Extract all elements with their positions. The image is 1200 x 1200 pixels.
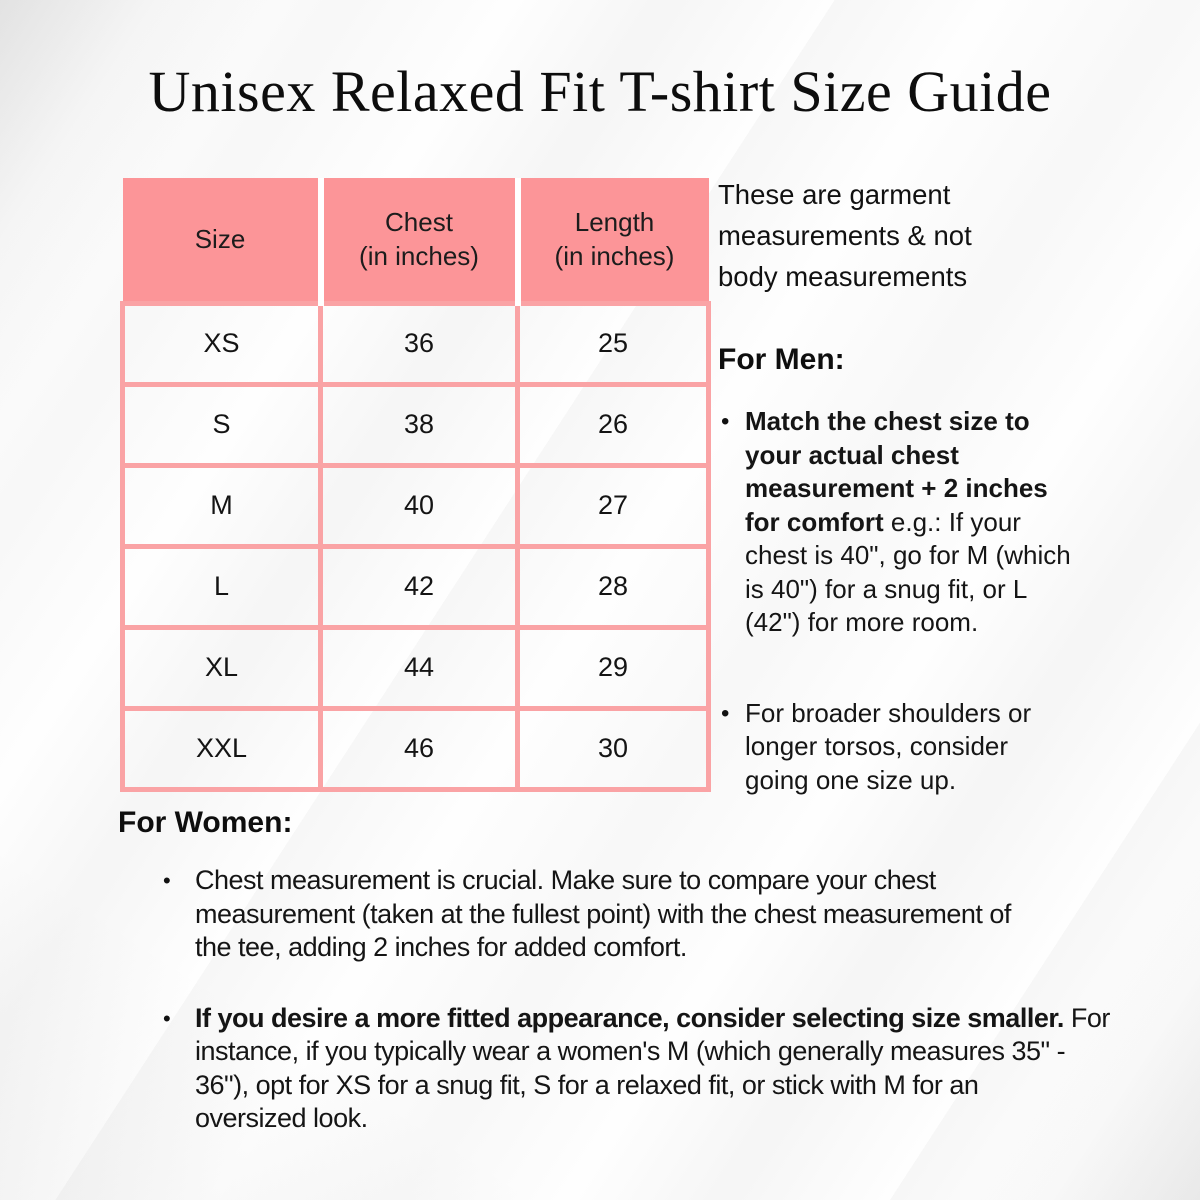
size-row-s: S 38 26 <box>120 381 711 468</box>
size-row-xxl: XXL 46 30 <box>120 705 711 792</box>
size-table: Size Chest (in inches) Length (in inches… <box>120 178 711 792</box>
women-section-heading: For Women: <box>118 806 293 839</box>
cell-chest: 44 <box>318 624 520 711</box>
column-header-size: Size <box>122 178 321 303</box>
cell-size: XL <box>120 624 323 711</box>
bullet-marker: • <box>163 1005 171 1031</box>
list-item: • For broader shoulders or longer torsos,… <box>718 697 1118 798</box>
bullet-marker: • <box>721 699 730 727</box>
bullet-marker: • <box>721 408 730 435</box>
cell-size: S <box>120 381 323 468</box>
column-header-length: Length (in inches) <box>514 178 709 303</box>
cell-length: 26 <box>515 381 711 468</box>
men-bullet-1: Match the chest size to your actual ches… <box>745 406 1071 637</box>
bullet-marker: • <box>163 868 171 893</box>
cell-chest: 46 <box>318 705 520 792</box>
column-header-chest: Chest (in inches) <box>317 178 518 303</box>
cell-chest: 40 <box>318 462 520 549</box>
size-row-xl: XL 44 29 <box>120 624 711 711</box>
cell-length: 30 <box>515 705 711 792</box>
women-bullet-1: Chest measurement is crucial. Make sure … <box>195 865 1011 962</box>
men-bullet-2: For broader shoulders or longer torsos, … <box>745 697 1032 795</box>
cell-length: 25 <box>515 300 711 387</box>
size-row-xs: XS 36 25 <box>120 300 711 387</box>
size-row-m: M 40 27 <box>120 462 711 549</box>
size-table-header-row: Size Chest (in inches) Length (in inches… <box>122 178 709 303</box>
garment-measurement-note: These are garment measurements & not bod… <box>718 179 972 292</box>
cell-size: XS <box>120 300 323 387</box>
cell-size: M <box>120 462 323 549</box>
women-bullet-list: • Chest measurement is crucial. Make sure… <box>158 864 1148 1173</box>
men-bullet-list: • Match the chest size to your actual che… <box>718 405 1118 854</box>
list-item: • Chest measurement is crucial. Make sure… <box>158 864 1148 965</box>
cell-length: 27 <box>515 462 711 549</box>
cell-length: 29 <box>515 624 711 711</box>
list-item: • Match the chest size to your actual che… <box>718 405 1118 640</box>
cell-length: 28 <box>515 543 711 630</box>
cell-size: XXL <box>120 705 323 792</box>
cell-chest: 38 <box>318 381 520 468</box>
cell-chest: 36 <box>318 300 520 387</box>
men-section-heading: For Men: <box>718 343 845 376</box>
women-bullet-2: If you desire a more fitted appearance, … <box>195 1002 1110 1134</box>
cell-chest: 42 <box>318 543 520 630</box>
size-row-l: L 42 28 <box>120 543 711 630</box>
page-title: Unisex Relaxed Fit T-shirt Size Guide <box>148 59 1052 124</box>
cell-size: L <box>120 543 323 630</box>
list-item: • If you desire a more fitted appearance,… <box>158 1002 1148 1136</box>
